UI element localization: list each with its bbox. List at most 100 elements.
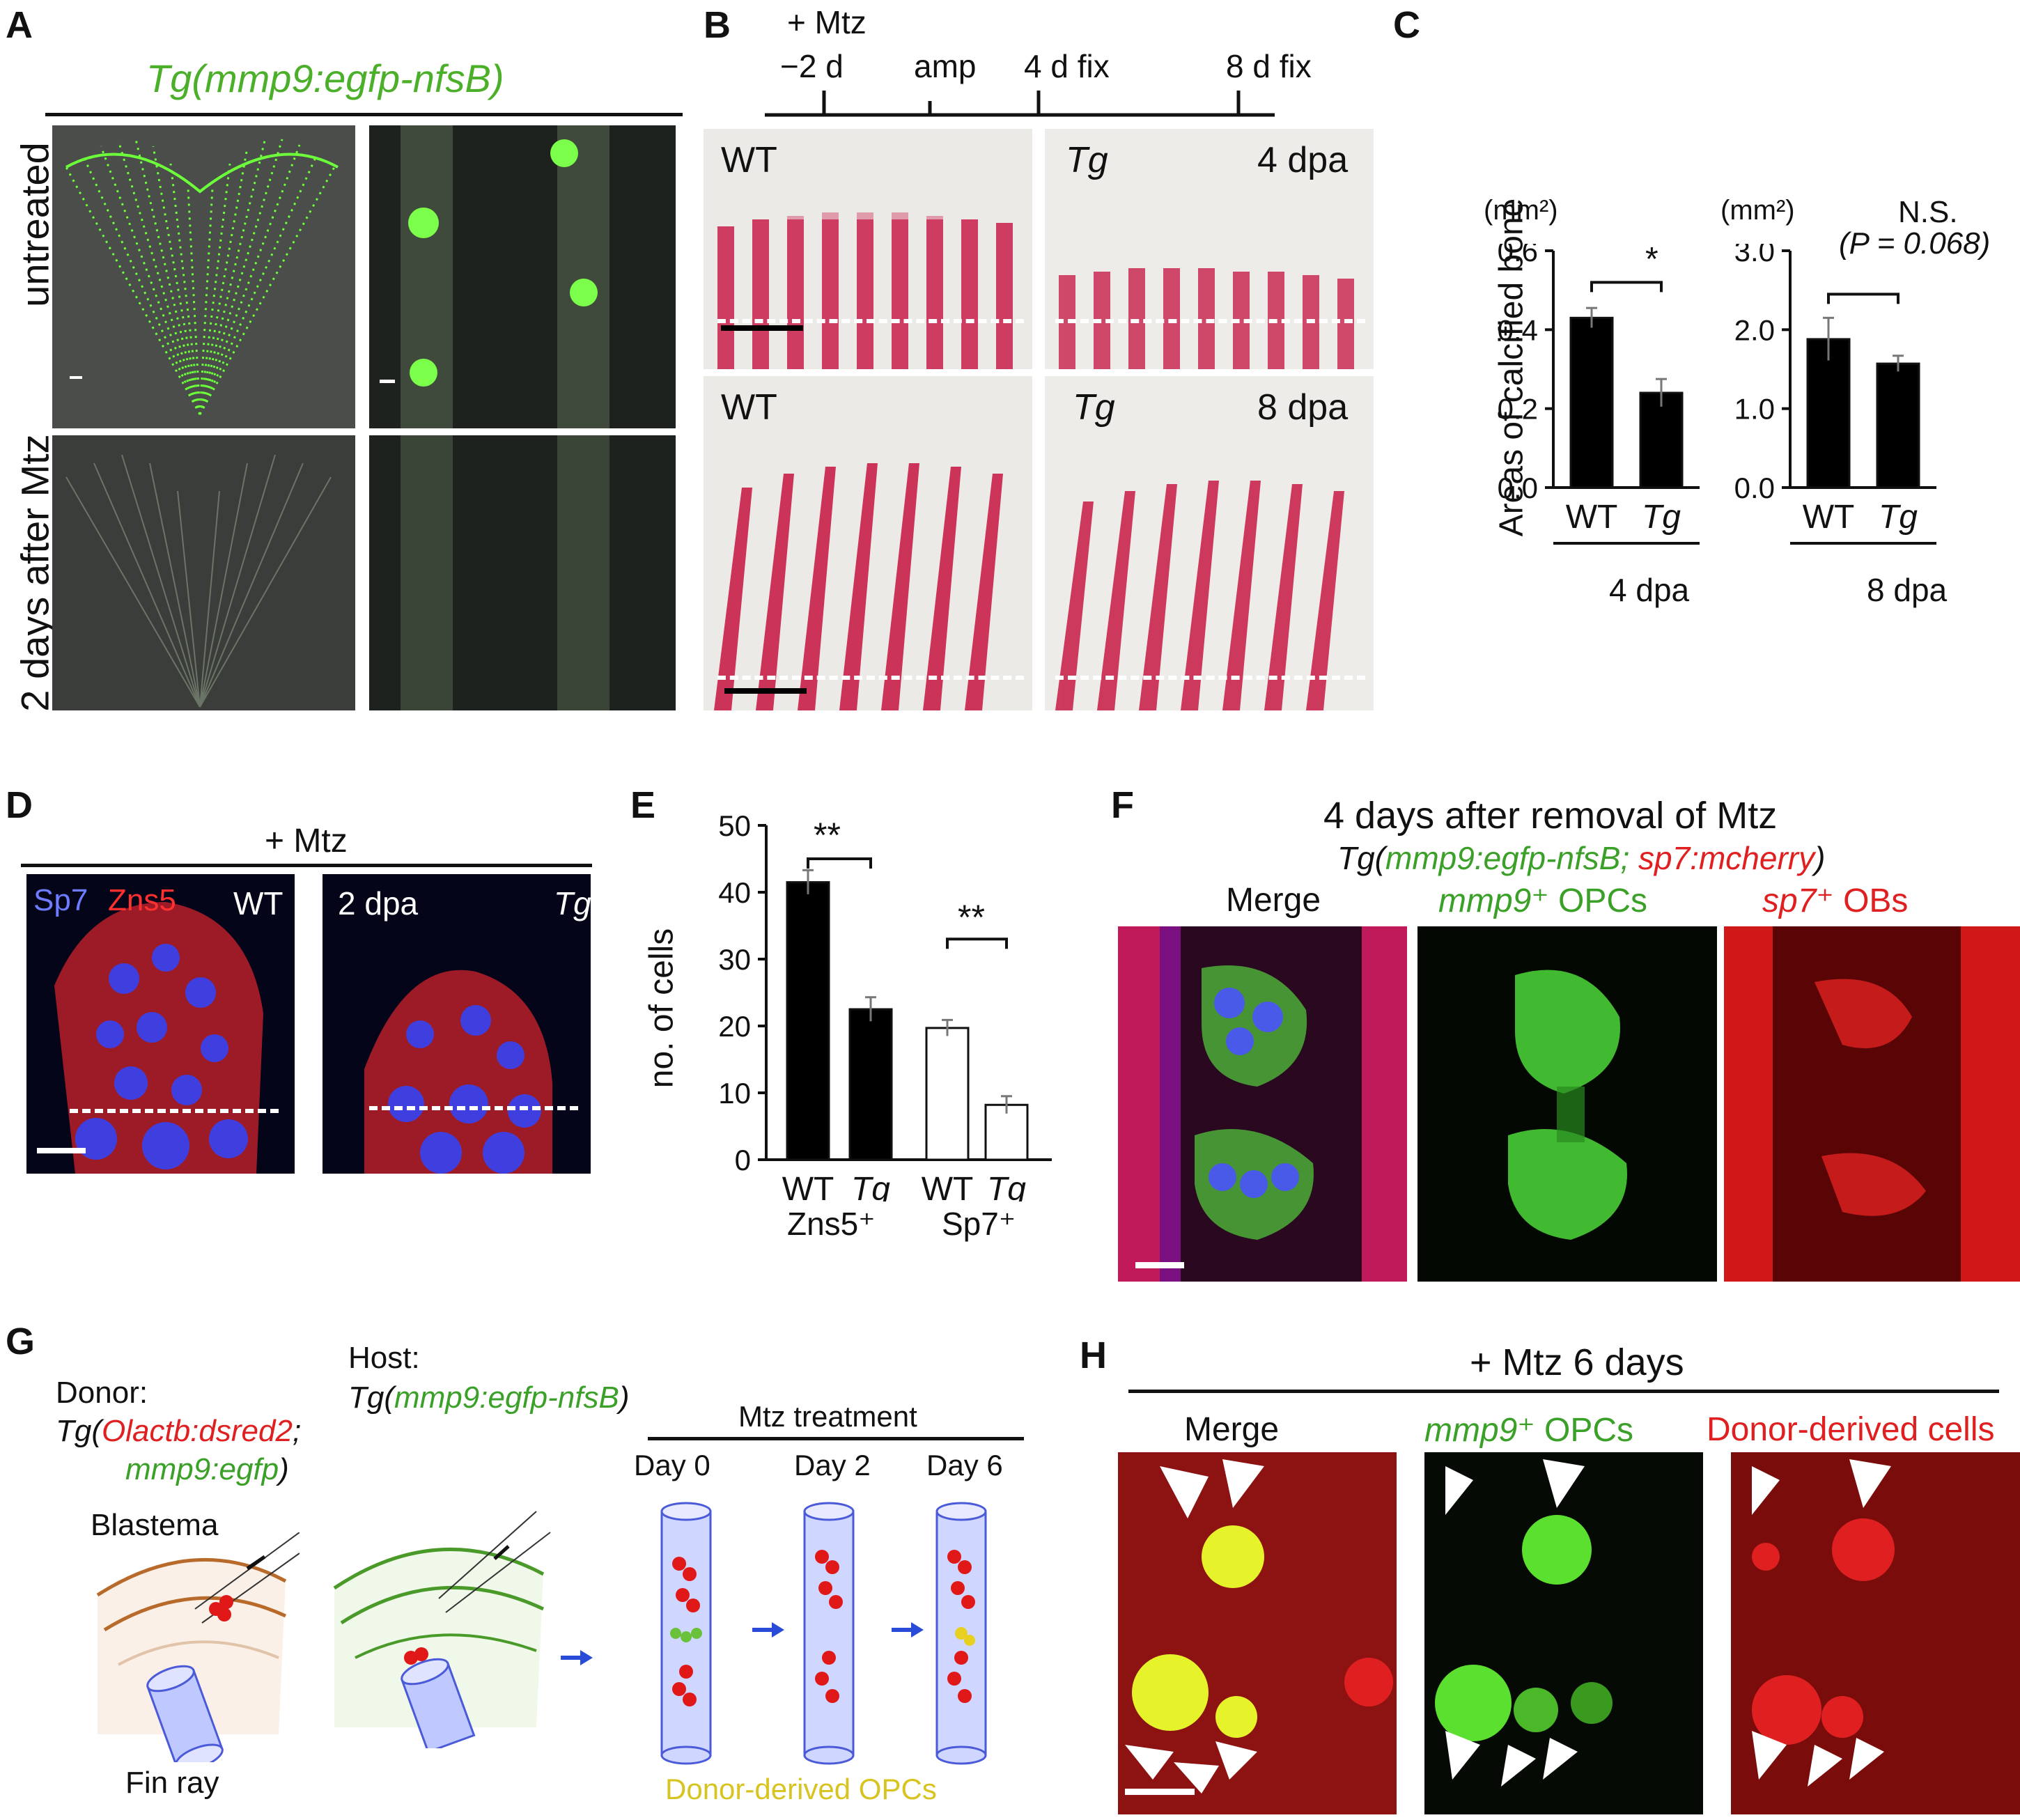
panel-g-donor-opcs: Donor-derived OPCs [665,1773,937,1805]
y-tick-label: 0.6 [1498,244,1538,267]
panel-f-col-obs-gene: sp7 [1762,882,1817,919]
panel-c-sig-left: * [1645,241,1658,278]
significance-bracket [1827,293,1899,304]
panel-b-amp-line-wt-8 [717,676,1024,680]
panel-e-group-1: Zns5⁺ [787,1206,876,1242]
panel-h-col-donor: Donor-derived cells [1707,1411,1995,1448]
bar-tg-3 [984,1103,1029,1161]
panel-c-group-left: 4 dpa [1609,572,1690,608]
panel-g-donor: Donor: [56,1376,148,1410]
panel-b-amp-line-tg-4 [1055,319,1365,323]
panel-g-donor-green: mmp9:egfp [125,1452,279,1486]
panel-f-subtitle-red: sp7:mcherry [1638,840,1815,876]
y-tick-label: 0.2 [1498,393,1538,426]
panel-a-row-untreated: untreated [13,142,57,307]
panel-f-col-opcs-gene: mmp9 [1438,882,1532,919]
panel-h-title-rule [1128,1390,1999,1393]
panel-g-arrow-3 [892,1622,924,1638]
panel-f-subtitle-green: mmp9:egfp-nfsB; [1385,840,1630,876]
panel-d-tg: Tg [554,885,591,921]
panel-g-host-line: Tg(mmp9:egfp-nfsB) [348,1380,629,1415]
panel-h-title: + Mtz 6 days [1470,1341,1684,1383]
bar-wt-0 [1806,338,1851,489]
panel-g-fin-ray: Fin ray [125,1766,219,1800]
panel-g-donor-pre: Tg( [56,1414,102,1448]
panel-g-treatment-rule [648,1437,1024,1440]
panel-g-arrow-1 [561,1650,593,1665]
panel-h-merge-image [1118,1452,1397,1814]
panel-h-label: H [1080,1335,1107,1376]
panel-d-title: + Mtz [265,823,348,860]
panel-f-obs-image [1724,926,2020,1282]
bar-wt-2 [925,1027,970,1161]
panel-c-unit-right: (mm²) [1720,195,1795,226]
panel-f-col-opcs-rest: ⁺ OPCs [1531,882,1648,919]
panel-a-label: A [6,4,33,46]
panel-b-8dpa-label: 8 dpa [1257,387,1349,428]
panel-c-label: C [1393,4,1420,46]
panel-d-sp7: Sp7 [33,883,88,917]
panel-h-col-opcs-rest: ⁺ OPCs [1517,1412,1634,1449]
panel-b-wt-label-bottom: WT [721,387,777,428]
panel-b-wt-4dpa [704,129,1032,369]
x-tick-label: WT [1803,499,1855,536]
panel-e-label: E [630,784,656,826]
panel-e-group-2: Sp7⁺ [942,1206,1016,1242]
panel-f-merge-image [1118,926,1407,1282]
y-tick-label: 1.0 [1734,393,1775,426]
panel-g-donor-red: Olactb:dsred2 [102,1414,293,1448]
bar-wt-0 [786,881,830,1161]
panel-f-subtitle-suffix: ) [1815,840,1826,876]
y-tick-label: 10 [718,1077,751,1110]
panel-b-wt-8dpa [704,376,1032,710]
x-tick-label: WT [1566,499,1618,536]
y-tick-label: 50 [718,811,751,842]
panel-c-unit-left: (mm²) [1484,195,1558,226]
y-tick-label: 20 [718,1010,751,1043]
panel-a-fin-untreated [52,125,355,428]
panel-h-col-opcs: mmp9⁺ OPCs [1424,1410,1633,1449]
significance-bracket [807,857,872,869]
panel-g-donor-line2: mmp9:egfp) [125,1452,289,1487]
panel-e-sig-1: ** [814,816,841,855]
panel-g-donor-diagram [96,1532,300,1762]
bar-tg-1 [1639,391,1684,489]
timeline-4dfix: 4 d fix [1024,48,1110,84]
panel-g-host-green: mmp9:egfp-nfsB [394,1380,619,1415]
y-tick-label: 0.0 [1734,472,1775,504]
panel-h-col-merge: Merge [1184,1411,1280,1448]
y-tick-label: 0.0 [1498,472,1538,504]
panel-g-day2: Day 2 [794,1449,871,1481]
panel-f-label: F [1111,784,1134,826]
panel-h-donor-image [1731,1452,2020,1814]
panel-b-amp-line-wt-4 [717,319,1024,323]
panel-d-title-rule [21,864,592,867]
panel-a-title-rule [45,113,683,116]
panel-h-col-opcs-gene: mmp9 [1424,1412,1518,1449]
panel-f-subtitle: Tg(mmp9:egfp-nfsB; sp7:mcherry) [1337,839,1825,877]
bar-tg-1 [1876,362,1920,489]
panel-d-tg-image [323,874,591,1174]
panel-g-host-diagram [333,1511,551,1748]
timeline-8dfix: 8 d fix [1226,48,1312,84]
y-tick-label: 40 [718,876,751,909]
panel-f-title: 4 days after removal of Mtz [1323,795,1778,837]
panel-f-col-opcs: mmp9⁺ OPCs [1438,881,1647,920]
panel-e-ylabel: no. of cells [643,928,681,1089]
panel-c-sig-right: N.S. [1898,195,1958,229]
panel-f-opcs-image [1417,926,1717,1282]
timeline-amp: amp [914,48,977,84]
panel-b-4dpa-label: 4 dpa [1257,140,1349,180]
panel-c-group-right: 8 dpa [1867,572,1948,608]
panel-g-host-post: ) [619,1380,630,1415]
y-tick-label: 0.4 [1498,313,1538,346]
panel-b-amp-line-tg-8 [1055,676,1365,680]
panel-g-donor-post2: ) [279,1452,289,1486]
panel-g-label: G [6,1321,36,1362]
significance-bracket [946,938,1008,949]
panel-f-col-obs-rest: ⁺ OBs [1816,882,1909,919]
y-tick-label: 0 [735,1144,751,1176]
panel-d-label: D [6,784,33,826]
panel-g-tubes [660,1502,987,1765]
x-tick-label: WT [922,1171,974,1201]
